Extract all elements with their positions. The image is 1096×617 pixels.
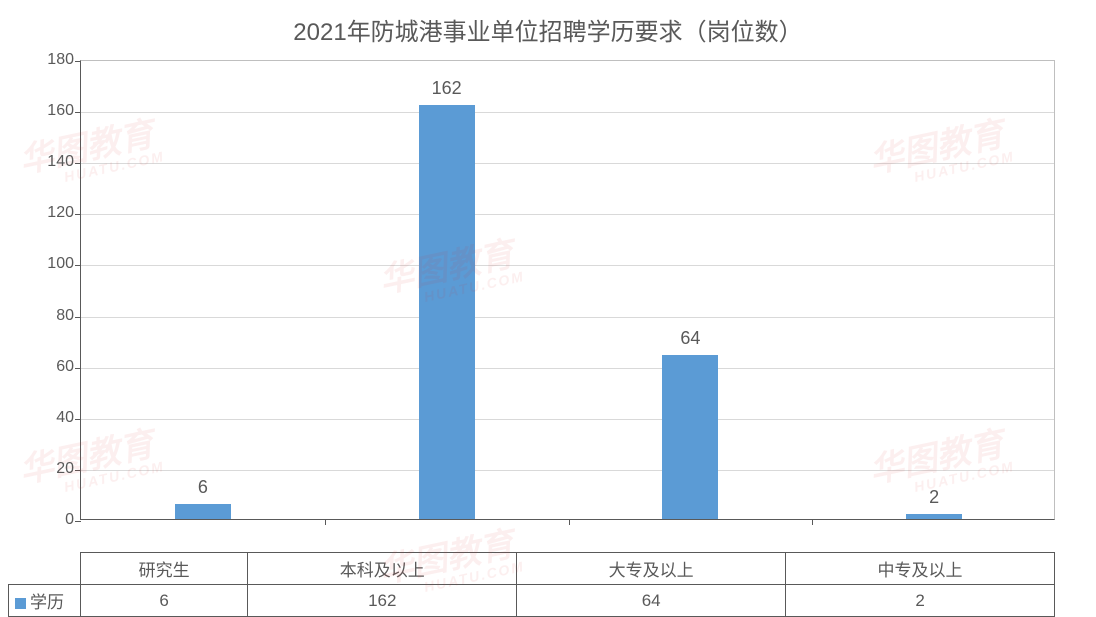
y-tick-mark (75, 112, 81, 113)
chart-container: 2021年防城港事业单位招聘学历要求（岗位数） 6 162 64 2 研究生 本科及以… (0, 0, 1096, 608)
gridline (81, 368, 1054, 369)
table-category-row: 研究生 本科及以上 大专及以上 中专及以上 (9, 553, 1055, 585)
y-tick-mark (75, 317, 81, 318)
gridline (81, 214, 1054, 215)
legend-swatch-icon (15, 598, 26, 609)
bar (419, 105, 475, 519)
y-tick-mark (75, 521, 81, 522)
x-tick-mark (569, 519, 570, 525)
x-tick-mark (325, 519, 326, 525)
y-tick-label: 180 (24, 51, 74, 69)
y-tick-label: 100 (24, 255, 74, 273)
y-tick-mark (75, 368, 81, 369)
table-cell: 64 (517, 585, 786, 617)
y-tick-label: 80 (24, 307, 74, 325)
x-tick-mark (812, 519, 813, 525)
y-tick-mark (75, 419, 81, 420)
y-tick-mark (75, 214, 81, 215)
table-cell: 6 (81, 585, 248, 617)
gridline (81, 112, 1054, 113)
table-data-row: 学历 6 162 64 2 (9, 585, 1055, 617)
y-tick-label: 140 (24, 153, 74, 171)
y-tick-label: 40 (24, 409, 74, 427)
y-tick-label: 0 (24, 511, 74, 529)
table-header-cell: 大专及以上 (517, 553, 786, 585)
gridline (81, 265, 1054, 266)
bar-value-label: 2 (929, 487, 939, 508)
y-tick-mark (75, 470, 81, 471)
gridline (81, 163, 1054, 164)
y-tick-label: 160 (24, 102, 74, 120)
legend-series-label: 学历 (30, 593, 64, 612)
table-header-cell: 研究生 (81, 553, 248, 585)
bar (662, 355, 718, 519)
table-cell: 162 (248, 585, 517, 617)
y-tick-mark (75, 61, 81, 62)
y-tick-mark (75, 163, 81, 164)
y-tick-label: 20 (24, 460, 74, 478)
y-tick-label: 120 (24, 204, 74, 222)
legend-cell: 学历 (9, 585, 81, 617)
bar-value-label: 64 (680, 328, 700, 349)
data-table: 研究生 本科及以上 大专及以上 中专及以上 学历 6 162 64 2 (8, 552, 1055, 617)
gridline (81, 317, 1054, 318)
table-cell: 2 (786, 585, 1055, 617)
bar (175, 504, 231, 519)
plot-area: 6 162 64 2 (80, 60, 1055, 520)
bar-value-label: 162 (432, 78, 462, 99)
y-tick-mark (75, 265, 81, 266)
table-header-cell: 中专及以上 (786, 553, 1055, 585)
chart-title: 2021年防城港事业单位招聘学历要求（岗位数） (0, 0, 1096, 47)
y-tick-label: 60 (24, 358, 74, 376)
gridline (81, 470, 1054, 471)
table-header-cell: 本科及以上 (248, 553, 517, 585)
gridline (81, 419, 1054, 420)
bar-value-label: 6 (198, 477, 208, 498)
bar (906, 514, 962, 519)
